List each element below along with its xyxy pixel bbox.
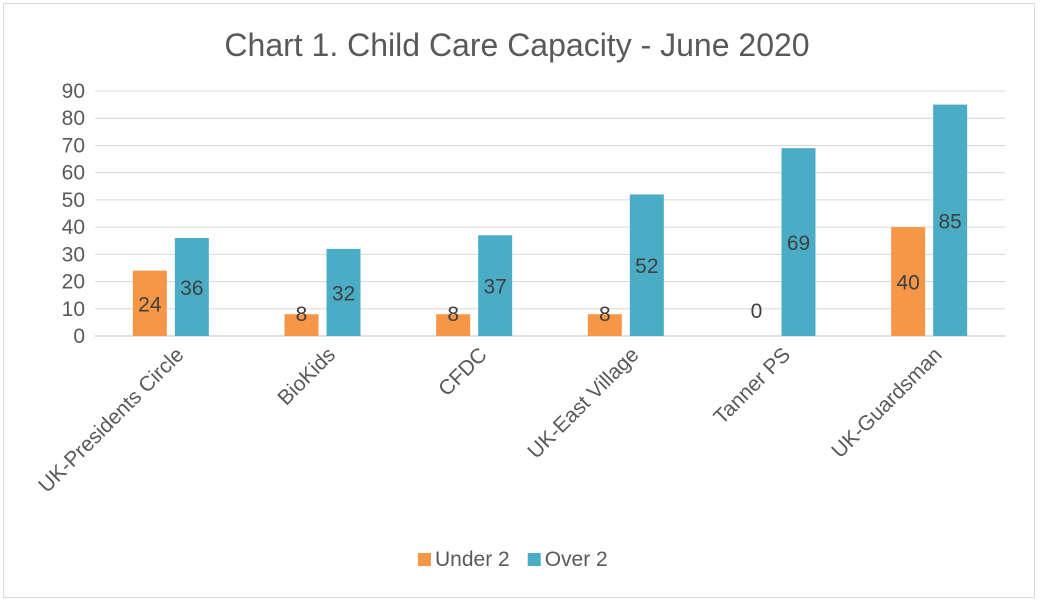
data-label: 40 (896, 272, 919, 295)
x-axis: UK-Presidents Circle BioKids CFDC UK-East V… (34, 343, 946, 497)
chart-title: Chart 1. Child Care Capacity - June 2020 (224, 27, 809, 63)
y-tick-label: 90 (62, 80, 85, 103)
data-label: 32 (332, 282, 355, 305)
bar (436, 314, 471, 336)
bar (326, 248, 361, 336)
bar (174, 238, 209, 336)
data-label: 52 (635, 255, 658, 278)
data-label: 0 (751, 300, 763, 323)
y-tick-label: 80 (62, 107, 85, 130)
bar (478, 235, 513, 336)
y-tick-label: 30 (62, 243, 85, 266)
y-tick-label: 40 (62, 216, 85, 239)
legend-label: Under 2 (435, 548, 510, 571)
legend: Under 2 Over 2 (418, 548, 608, 571)
gridlines (95, 90, 1005, 337)
bar (132, 270, 167, 336)
bar (933, 104, 968, 336)
category-label: BioKids (273, 343, 340, 410)
data-label: 8 (447, 303, 459, 326)
data-label: 8 (296, 303, 308, 326)
legend-swatch (527, 553, 541, 566)
category-label: UK-Presidents Circle (34, 343, 188, 497)
y-tick-label: 50 (62, 189, 85, 212)
category-label: Tanner PS (709, 343, 795, 429)
y-axis: 0 10 20 30 40 50 60 70 80 90 (62, 80, 85, 348)
category-label: CFDC (434, 343, 492, 401)
data-label: 37 (483, 276, 506, 299)
category-label: UK-East Village (523, 343, 643, 463)
y-tick-label: 0 (73, 325, 85, 348)
y-tick-label: 20 (62, 271, 85, 294)
data-label: 36 (180, 277, 203, 300)
legend-label: Over 2 (545, 548, 608, 571)
data-label: 85 (938, 210, 961, 233)
data-label: 24 (138, 293, 162, 316)
data-label: 8 (599, 303, 611, 326)
bar (587, 314, 622, 336)
bar (891, 227, 926, 336)
data-label: 69 (787, 232, 810, 255)
bars: 24 36 8 32 8 37 8 52 0 69 40 85 (132, 104, 968, 336)
y-tick-label: 60 (62, 162, 85, 185)
bar (284, 314, 319, 336)
bar (629, 194, 664, 336)
bar (781, 148, 816, 336)
y-tick-label: 70 (62, 134, 85, 157)
y-tick-label: 10 (62, 298, 85, 321)
legend-swatch (418, 553, 431, 566)
category-label: UK-Guardsman (827, 343, 946, 462)
